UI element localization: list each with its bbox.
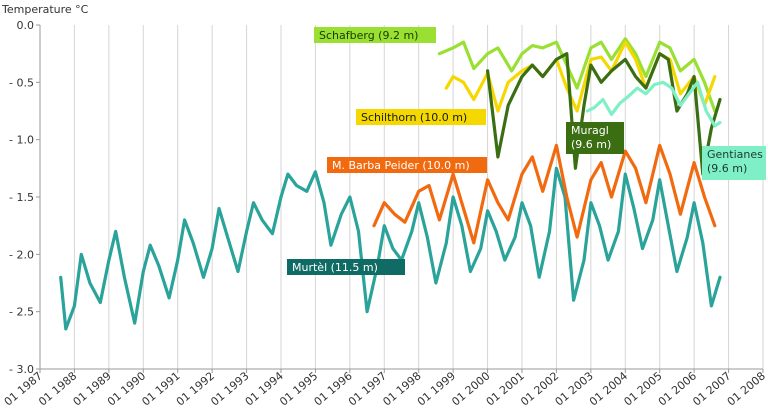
y-tick-label: - 1.0	[9, 134, 34, 147]
series-label-1: M. Barba Peider (10.0 m)	[332, 159, 470, 172]
series-label-2: Schafberg (9.2 m)	[319, 29, 418, 42]
x-tick-label: 01 2008	[725, 369, 768, 408]
series-line-1	[372, 143, 717, 245]
series-labels: Murtèl (11.5 m) M. Barba Peider (10.0 m) S…	[287, 27, 766, 275]
series-label-5: Gentianes (9.6 m)	[707, 148, 763, 175]
series-label-box-2	[314, 27, 436, 43]
series-line-2	[437, 37, 717, 113]
series-line-4	[486, 52, 722, 176]
y-tick-label: - 0.5	[9, 76, 34, 89]
y-tick-label: - 1.5	[9, 191, 34, 204]
series-label-box-1	[327, 157, 487, 173]
series-label-box-4	[566, 122, 624, 154]
y-tick-label: 0.0	[17, 19, 35, 32]
y-tick-label: - 2.0	[9, 248, 34, 261]
series-line-0	[59, 166, 722, 331]
series-label-box-3	[356, 109, 486, 125]
axes	[36, 24, 764, 373]
series-line-5	[585, 80, 722, 128]
series-label-box-0	[287, 259, 405, 275]
series-label-box-5	[702, 146, 766, 180]
series-label-4: Muragl (9.6 m)	[571, 124, 611, 151]
series-label-0: Murtèl (11.5 m)	[292, 261, 378, 274]
y-tick-label: - 3.0	[9, 363, 34, 376]
y-tick-label: - 2.5	[9, 306, 34, 319]
series-lines	[59, 37, 722, 331]
series-label-3: Schilthorn (10.0 m)	[361, 111, 467, 124]
y-tick-labels: 0.0 - 0.5 - 1.0 - 1.5 - 2.0 - 2.5 - 3.0	[9, 19, 34, 376]
vertical-gridlines	[39, 25, 764, 369]
y-axis-title: Temperature °C	[1, 3, 89, 16]
